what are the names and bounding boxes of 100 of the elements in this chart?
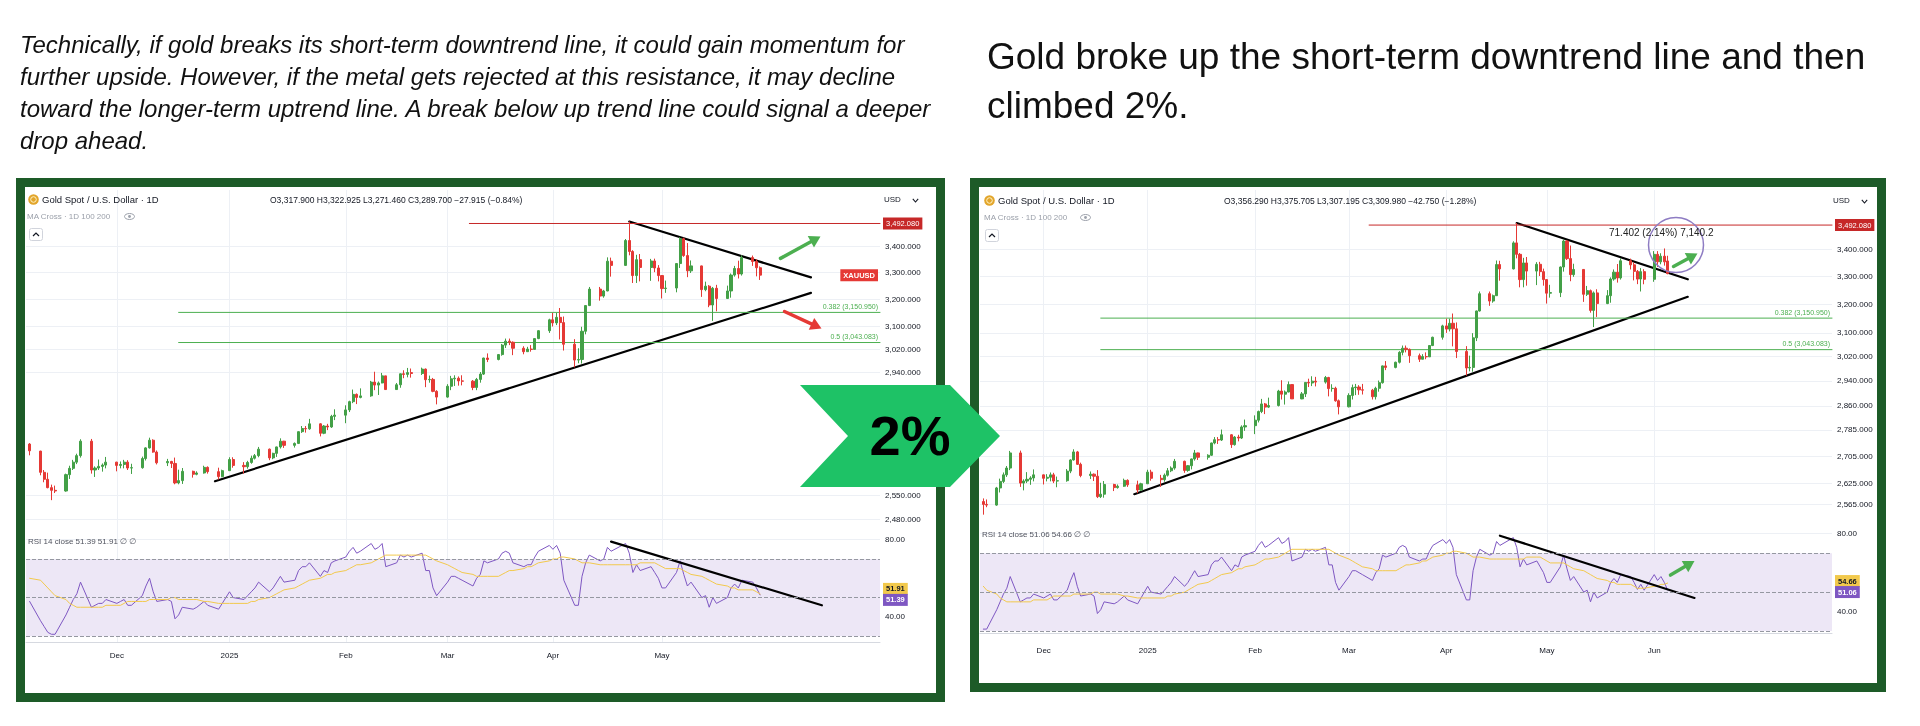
- candlestick: [639, 253, 642, 282]
- candlestick: [486, 352, 489, 363]
- candlestick: [104, 456, 107, 469]
- y-tick-label: 80.00: [1837, 529, 1858, 539]
- candlestick: [308, 418, 311, 431]
- candlestick: [635, 254, 638, 284]
- x-tick-label: 2025: [220, 650, 239, 660]
- candlestick: [1582, 268, 1585, 303]
- y-tick-label: 2,860.000: [1837, 401, 1874, 411]
- x-tick-label: Apr: [546, 650, 560, 660]
- candlestick: [551, 312, 554, 327]
- annotation: MA Cross · 1D 100 200: [27, 212, 111, 221]
- text: Gold Spot / U.S. Dollar · 1D: [998, 195, 1115, 206]
- candlestick: [119, 460, 122, 469]
- candlestick: [1586, 285, 1589, 297]
- y-tick-label: 2,565.000: [1837, 499, 1874, 509]
- candlestick: [737, 260, 740, 279]
- candlestick: [1099, 482, 1102, 499]
- candlestick: [242, 461, 246, 475]
- candlestick: [177, 469, 180, 485]
- candlestick: [1549, 284, 1552, 299]
- candlestick: [1331, 383, 1334, 393]
- candlestick: [1237, 434, 1240, 442]
- candlestick: [1384, 360, 1387, 371]
- candlestick: [421, 367, 424, 376]
- candlestick: [1357, 384, 1361, 396]
- candlestick: [548, 318, 551, 334]
- candlestick: [624, 238, 627, 267]
- candlestick: [704, 281, 707, 292]
- candlestick: [355, 392, 358, 405]
- candlestick: [1488, 291, 1491, 307]
- y-tick-label: 3,100.000: [885, 322, 922, 331]
- candlestick: [1173, 458, 1176, 471]
- candlestick: [1049, 471, 1052, 482]
- candlestick: [1441, 324, 1444, 341]
- candlestick: [1136, 480, 1139, 494]
- x-tick-label: Mar: [440, 650, 455, 660]
- annotation: O3,356.290 H3,375.705 L3,307.195 C3,309.980 −42.750 (−1.28%): [1224, 196, 1477, 206]
- candlestick: [1425, 351, 1428, 360]
- candlestick: [181, 467, 184, 485]
- candlestick: [402, 369, 405, 379]
- candlestick: [424, 368, 427, 388]
- candlestick: [1535, 261, 1538, 286]
- candlestick: [28, 442, 31, 456]
- candlestick: [1116, 483, 1119, 490]
- candlestick: [1042, 474, 1045, 485]
- y-tick-label: 80.00: [885, 535, 906, 545]
- x-tick-label: Mar: [1342, 645, 1357, 655]
- candlestick: [501, 343, 504, 357]
- candlestick: [373, 371, 376, 391]
- candlestick: [1166, 467, 1169, 478]
- candlestick: [461, 374, 464, 386]
- x-tick-label: May: [654, 650, 670, 660]
- annotation: O3,317.900 H3,322.925 L3,271.460 C3,289.700 −27.915 (−0.84%): [270, 195, 523, 205]
- candlestick: [1217, 436, 1220, 445]
- candlestick: [90, 438, 93, 475]
- text: RSI 14 close 51.39 51.91 ∅ ∅: [28, 537, 137, 546]
- line-series: [982, 537, 1669, 630]
- candlestick: [1103, 480, 1106, 499]
- candlestick: [1522, 257, 1525, 288]
- y-tick-label: 3,020.000: [1837, 352, 1874, 362]
- x-tick-label: May: [1539, 645, 1555, 655]
- y-tick-label: 3,200.000: [1837, 299, 1874, 309]
- candlestick: [1267, 397, 1270, 409]
- candlestick: [740, 254, 743, 277]
- candlestick: [711, 286, 714, 322]
- candlestick: [1183, 460, 1186, 474]
- candlestick: [297, 430, 300, 445]
- candlestick: [1220, 429, 1223, 442]
- y-tick-label: 3,400.000: [1837, 244, 1874, 254]
- candlestick: [206, 465, 209, 475]
- chart-subtitle: Gold Spot / U.S. Dollar · 1D: [42, 194, 159, 205]
- candlestick: [1146, 469, 1149, 485]
- candlestick: [1290, 384, 1294, 400]
- annotation: 71.402 (2.14%) 7,140.2: [1609, 227, 1714, 238]
- y-tick-label: 2,940.000: [1837, 376, 1874, 386]
- y-tick-label: 2,625.000: [1837, 478, 1874, 488]
- candlestick: [1019, 450, 1022, 488]
- candlestick: [1196, 452, 1200, 461]
- candlestick: [1616, 263, 1619, 284]
- candlestick: [610, 257, 613, 278]
- candlestick: [1371, 388, 1374, 401]
- candlestick: [1126, 478, 1129, 488]
- candlestick: [1254, 414, 1257, 435]
- y-tick-label: 40.00: [885, 612, 906, 622]
- candlestick: [453, 374, 456, 387]
- text: RSI 14 close 51.06 54.66 ∅ ∅: [982, 530, 1091, 539]
- candlestick: [126, 459, 129, 471]
- candlestick: [410, 368, 413, 379]
- candlestick: [1277, 389, 1280, 407]
- candlestick: [1089, 470, 1092, 480]
- candlestick: [304, 425, 307, 434]
- y-tick-label: 3,300.000: [885, 267, 922, 277]
- candlestick: [1361, 383, 1364, 395]
- y-tick-label: 2,705.000: [1837, 451, 1874, 461]
- candlestick: [192, 470, 195, 479]
- candlestick: [217, 467, 220, 481]
- candlestick: [1398, 350, 1401, 364]
- candlestick: [1445, 318, 1448, 334]
- y-axis-title: USD: [1833, 196, 1850, 205]
